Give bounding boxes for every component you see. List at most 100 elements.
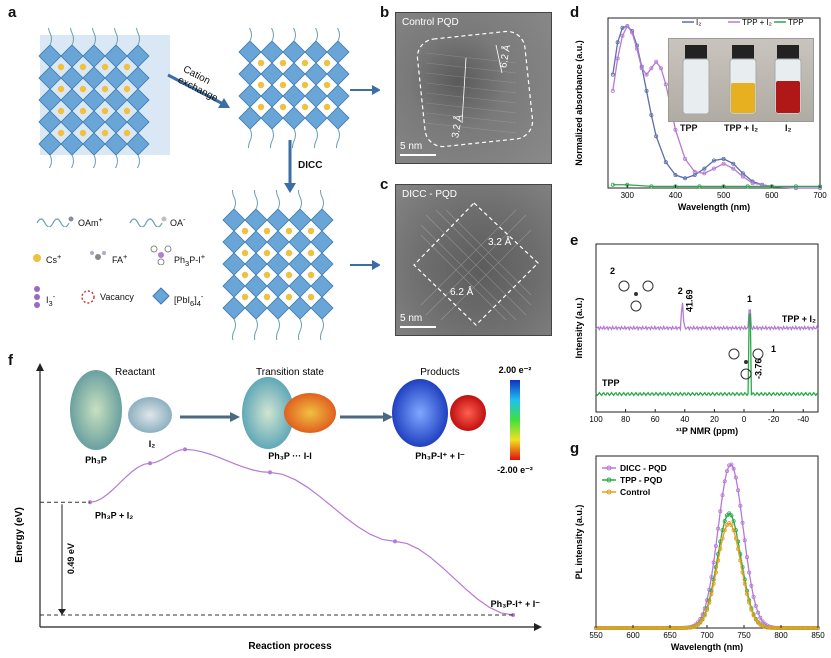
x-tick-label: 600 <box>626 631 640 640</box>
octahedron <box>310 296 334 320</box>
pl-series-2-point <box>802 625 807 630</box>
pl-series-2-point <box>673 625 678 630</box>
scale-bar-label: 5 nm <box>400 141 423 152</box>
stage-title: Transition state <box>256 367 324 378</box>
colorbar-max-label: 2.00 e⁻² <box>499 365 532 375</box>
pl-series-2-point <box>720 536 725 541</box>
pl-series-2-point <box>716 558 721 563</box>
octahedron <box>310 274 334 298</box>
ligand <box>270 128 274 148</box>
pl-series-2-point <box>773 625 778 630</box>
octahedron <box>126 132 150 156</box>
pl-series-2-point <box>618 625 623 630</box>
molecule-2-phenyl-ring <box>630 300 642 312</box>
series-line-2-point <box>649 184 654 189</box>
ligand <box>92 28 96 46</box>
series-line-1-point <box>630 30 635 35</box>
pl-series-2-point <box>609 625 614 630</box>
pl-series-2-point <box>633 625 638 630</box>
legend-oam: OAm+ <box>78 215 103 228</box>
pl-series-2-point <box>760 623 765 628</box>
series-line-1-point <box>692 169 697 174</box>
octahedron <box>244 208 268 232</box>
series-line-0-point <box>721 156 726 161</box>
energy-gap-arrowhead <box>58 609 66 615</box>
pl-series-2-point <box>598 625 603 630</box>
octahedron <box>222 274 246 298</box>
octahedron <box>288 230 312 254</box>
series-line-1-point <box>683 156 688 161</box>
ligand <box>276 190 280 210</box>
pl-series-2 <box>596 522 818 629</box>
pl-series-2-point <box>811 625 816 630</box>
x-tick-label: 300 <box>621 191 635 200</box>
pl-series-2-point <box>718 546 723 551</box>
cation <box>263 249 271 257</box>
cation <box>279 103 287 111</box>
cation <box>57 63 65 71</box>
pl-series-2-point <box>656 625 661 630</box>
octahedron <box>82 66 106 90</box>
pl-series-2-point <box>649 625 654 630</box>
octahedron <box>282 84 306 108</box>
series-line-1-point <box>731 166 736 171</box>
octahedron <box>326 84 350 108</box>
legend-entry: TPP + I₂ <box>742 18 772 27</box>
series-line-1-point <box>711 166 716 171</box>
pl-series-2-point <box>800 625 805 630</box>
ligand <box>48 28 52 46</box>
pl-series-2-point <box>611 625 616 630</box>
peak-label-1: 1 <box>747 294 752 304</box>
octahedron <box>266 274 290 298</box>
pl-series-2-point <box>804 625 809 630</box>
x-tick-label: 650 <box>663 631 677 640</box>
pl-series-2-point <box>600 625 605 630</box>
vial-label-tpp: TPP <box>680 123 698 133</box>
x-tick-label: 550 <box>589 631 603 640</box>
pl-series-2-point <box>625 625 630 630</box>
tem-image-control: Control PQD 6.2 Å 3.2 Å 5 nm <box>395 12 552 164</box>
pl-series-2-point <box>776 625 781 630</box>
pl-series-2-point <box>769 625 774 630</box>
pl-series-0-point <box>756 610 761 615</box>
series-line-1-point <box>702 171 707 176</box>
cation <box>57 129 65 137</box>
pl-series-2-point <box>751 613 756 618</box>
cation <box>241 293 249 301</box>
pl-series-2-point <box>742 581 747 586</box>
pl-series-2-point <box>733 536 738 541</box>
pl-series-2-point <box>642 625 647 630</box>
pl-series-0-point <box>758 615 763 620</box>
cation <box>263 227 271 235</box>
molecule-label-1: 1 <box>771 344 776 354</box>
series-line-0-point <box>673 173 678 178</box>
pl-series-2-point <box>687 625 692 630</box>
pl-series-1-point <box>727 511 732 516</box>
series-line-1-point <box>649 66 654 71</box>
pl-series-2-point <box>671 625 676 630</box>
cation <box>263 271 271 279</box>
cation <box>279 81 287 89</box>
series-line-1-point <box>673 127 678 132</box>
octahedron <box>38 66 62 90</box>
ligand <box>292 128 296 148</box>
x-tick-label: 100 <box>589 415 603 424</box>
energy-gap-label: 0.49 eV <box>66 543 76 574</box>
cation <box>241 271 249 279</box>
cation <box>57 107 65 115</box>
pl-series-2-point <box>640 625 645 630</box>
molecule-label-2: 2 <box>610 266 615 276</box>
stage-title: Products <box>420 367 459 378</box>
pl-series-2-point <box>782 625 787 630</box>
pl-series-2-point <box>682 625 687 630</box>
octahedron <box>104 66 128 90</box>
octahedron <box>244 296 268 320</box>
cation <box>257 81 265 89</box>
pl-series-2-point <box>702 613 707 618</box>
stage-arrow-1-head <box>230 412 240 422</box>
octahedron <box>266 208 290 232</box>
octahedron <box>326 62 350 86</box>
x-tick-label: 800 <box>774 631 788 640</box>
peak-label-2: 2 <box>678 286 683 296</box>
tem-image-dicc: DICC - PQD 3.2 Å 6.2 Å 5 nm <box>395 184 552 336</box>
